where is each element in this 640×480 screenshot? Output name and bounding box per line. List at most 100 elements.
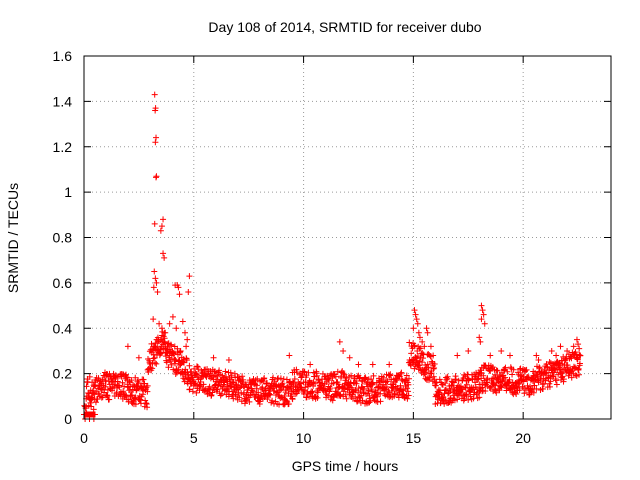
data-point [452,376,459,383]
data-point [269,397,276,404]
data-point [488,365,495,372]
data-point [309,388,316,395]
grid-layer [84,56,611,419]
data-point [293,390,300,397]
data-point [552,377,559,384]
data-point [406,339,413,346]
data-point [227,369,234,376]
data-point [332,373,339,380]
data-point [430,365,437,372]
data-point [542,370,549,377]
data-point [432,382,439,389]
data-point [449,383,456,390]
data-point [91,411,98,418]
data-point [419,350,426,357]
data-point [405,388,412,395]
y-tick-label: 0 [64,411,72,427]
data-point [481,320,488,327]
data-point [228,376,235,383]
data-point [577,352,584,359]
data-point [144,404,151,411]
data-point [380,374,387,381]
data-point [245,384,252,391]
data-point [116,384,123,391]
data-point [531,382,538,389]
x-tick-label: 15 [406,430,422,446]
data-point [151,268,158,275]
data-point [476,394,483,401]
data-point [370,372,377,379]
data-point [160,216,167,223]
data-point [327,385,334,392]
data-point [502,364,509,371]
data-point [102,383,109,390]
data-point [144,388,151,395]
data-point [413,357,420,364]
data-point [200,381,207,388]
data-point [498,384,505,391]
data-point [87,399,94,406]
data-point [307,361,314,368]
data-point [195,366,202,373]
y-tick-label: 0.8 [53,230,73,246]
data-point [533,385,540,392]
data-point [314,394,321,401]
data-point [293,366,300,373]
data-point [431,364,438,371]
data-point [152,343,159,350]
data-point [443,376,450,383]
data-point [324,392,331,399]
data-point [334,368,341,375]
data-point [111,383,118,390]
data-point [186,362,193,369]
data-point [218,390,225,397]
data-point [238,398,245,405]
data-point [135,377,142,384]
x-tick-label: 10 [296,430,312,446]
data-point [423,325,430,332]
data-point [160,250,167,257]
data-point [208,392,215,399]
data-point [222,368,229,375]
data-point [240,376,247,383]
data-point [157,227,164,234]
data-point [279,380,286,387]
data-point [153,134,160,141]
data-point [182,329,189,336]
data-point [383,383,390,390]
data-point [132,401,139,408]
data-point [164,347,171,354]
data-point [185,288,192,295]
data-point [332,388,339,395]
data-point [343,375,350,382]
data-point [478,316,485,323]
data-point [173,325,180,332]
data-point [394,385,401,392]
y-tick-label: 1 [64,184,72,200]
data-point [444,373,451,380]
data-point [186,273,193,280]
data-point [539,386,546,393]
data-point [169,313,176,320]
data-point [211,368,218,375]
data-point [430,352,437,359]
data-point [276,387,283,394]
data-point [186,386,193,393]
data-point [103,392,110,399]
data-point [513,391,520,398]
data-point [290,380,297,387]
data-point [515,381,522,388]
data-point [441,400,448,407]
data-point [223,378,230,385]
data-point [230,395,237,402]
data-point [557,343,564,350]
data-point [183,357,190,364]
data-point [296,381,303,388]
data-point [494,367,501,374]
data-point [354,397,361,404]
data-point [553,381,560,388]
data-point [480,372,487,379]
data-point [124,343,131,350]
y-tick-label: 0.6 [53,275,73,291]
